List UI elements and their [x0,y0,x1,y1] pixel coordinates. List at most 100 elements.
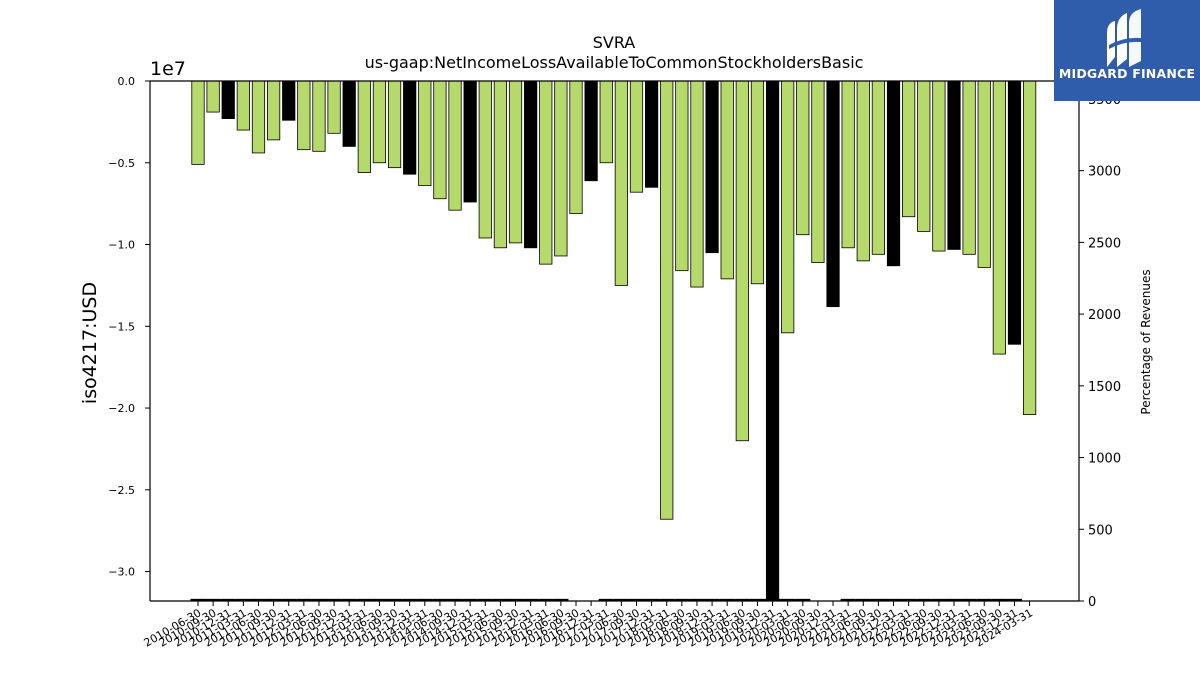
y-tick-label: −3.0 [108,566,135,579]
bar-2022-12-31 [947,80,961,250]
bar-2014-12-31 [463,80,477,203]
pct-bar-2012-12-31 [341,598,357,601]
bar-2014-03-31 [418,80,432,187]
pct-bar-2020-03-31 [780,598,796,601]
pct-bar-2019-09-30 [749,598,765,601]
bar-2010-12-31 [221,80,235,120]
bar-2013-03-31 [357,80,371,173]
pct-bar-2023-06-30 [976,598,992,601]
pct-bar-2014-03-31 [417,598,433,601]
pct-bar-2011-12-31 [281,598,297,601]
bar-2020-03-31 [781,80,795,334]
y-offset-label: 1e7 [150,58,186,80]
bar-2016-06-30 [554,80,568,257]
bar-2013-09-30 [387,80,402,169]
bar-2012-12-31 [342,80,356,147]
pct-bar-2020-06-30 [795,598,811,601]
y2-axis-ticks: 0500100015002000250030003500 [1079,93,1121,610]
pct-bar-2018-06-30 [674,598,690,601]
bar-2017-09-30 [629,80,644,193]
bar-2021-03-31 [841,80,855,249]
y2-tick-label: 1000 [1088,452,1121,467]
bar-2021-12-31 [886,80,901,267]
pct-bar-2010-06-30 [190,598,206,601]
pct-bar-2022-06-30 [916,598,932,601]
y-axis-ticks: 0.0 −0.5 −1.0 −1.5 −2.0 −2.5 −3.0 [108,75,150,579]
bar-2013-06-30 [372,80,387,164]
pct-bar-2016-06-30 [553,598,569,601]
bar-series-percentage-of-revenues [190,598,1023,601]
bar-2011-09-30 [266,80,281,141]
bar-2018-03-31 [660,80,674,520]
y-tick-label: −1.5 [108,320,135,333]
bar-2022-09-30 [932,80,946,252]
y2-axis-label: Percentage of Revenues [1139,269,1153,414]
y2-tick-label: 2500 [1088,236,1121,251]
bar-2013-12-31 [403,80,417,175]
pct-bar-2015-06-30 [492,598,508,601]
bar-2010-09-30 [206,80,220,113]
y-tick-label: −1.0 [108,239,135,252]
bar-2016-09-30 [569,80,583,214]
bar-2015-06-30 [493,80,508,249]
logo-text: MIDGARD FINANCE [1058,66,1196,81]
pct-bar-2017-06-30 [613,598,629,601]
pct-bar-2013-06-30 [371,598,387,601]
pct-bar-2019-12-31 [765,598,781,601]
bar-2022-06-30 [917,80,931,232]
pct-bar-2021-06-30 [855,598,871,601]
pct-bar-2018-03-31 [659,598,675,601]
bar-2011-12-31 [282,80,296,121]
y-tick-label: −2.0 [108,402,135,415]
bar-2023-06-30 [977,80,991,268]
midgard-finance-logo: MIDGARD FINANCE [1054,0,1200,101]
bar-2020-09-30 [811,80,825,263]
bar-2019-12-31 [765,80,780,602]
bar-2015-12-31 [524,80,538,249]
bar-2021-06-30 [856,80,870,262]
bar-2020-06-30 [796,80,810,236]
y2-tick-label: 3000 [1088,165,1121,180]
pct-bar-2023-09-30 [991,598,1007,601]
bar-2023-09-30 [992,80,1006,355]
pct-bar-2023-03-31 [961,598,977,601]
pct-bar-2017-03-31 [598,598,614,601]
y-tick-label: 0.0 [118,75,136,88]
bar-2014-06-30 [433,80,447,200]
pct-bar-2018-12-31 [704,598,720,601]
bar-2016-03-31 [539,80,553,265]
pct-bar-2014-09-30 [447,598,463,601]
bar-series-net-income [191,80,1037,602]
pct-bar-2017-12-31 [644,598,660,601]
pct-bar-2010-12-31 [220,598,236,601]
pct-bar-2012-06-30 [311,598,327,601]
bar-2012-06-30 [312,80,326,152]
pct-bar-2021-09-30 [870,598,886,601]
bar-2011-03-31 [236,80,250,131]
bar-2018-09-30 [690,80,704,288]
y-tick-label: −2.5 [108,484,135,497]
bar-2018-06-30 [675,80,689,272]
bar-2017-12-31 [645,80,659,188]
pct-bar-2017-09-30 [628,598,645,601]
bar-2016-12-31 [584,80,598,182]
pct-bar-2014-06-30 [432,598,448,601]
bar-2015-09-30 [508,80,523,244]
x-axis-ticks: 2010-06-302010-09-302010-12-312011-03-31… [142,601,1035,650]
y2-tick-label: 1500 [1088,380,1121,395]
y2-tick-label: 2000 [1088,308,1121,323]
bar-2019-06-30 [735,80,749,442]
pct-bar-2013-03-31 [356,598,372,601]
pct-bar-2021-03-31 [840,598,856,601]
pct-bar-2011-03-31 [235,598,251,601]
logo-mark-icon [1107,9,1147,67]
pct-bar-2015-03-31 [477,598,493,601]
pct-bar-2012-03-31 [296,598,312,601]
bar-2012-03-31 [297,80,311,151]
pct-bar-2015-12-31 [523,598,539,601]
y-axis-label: iso4217:USD [79,282,101,404]
pct-bar-2011-06-30 [250,598,267,601]
pct-bar-2019-06-30 [734,598,750,601]
chart-subtitle: us-gaap:NetIncomeLossAvailableToCommonSt… [365,53,864,72]
bar-2012-09-30 [327,80,341,134]
